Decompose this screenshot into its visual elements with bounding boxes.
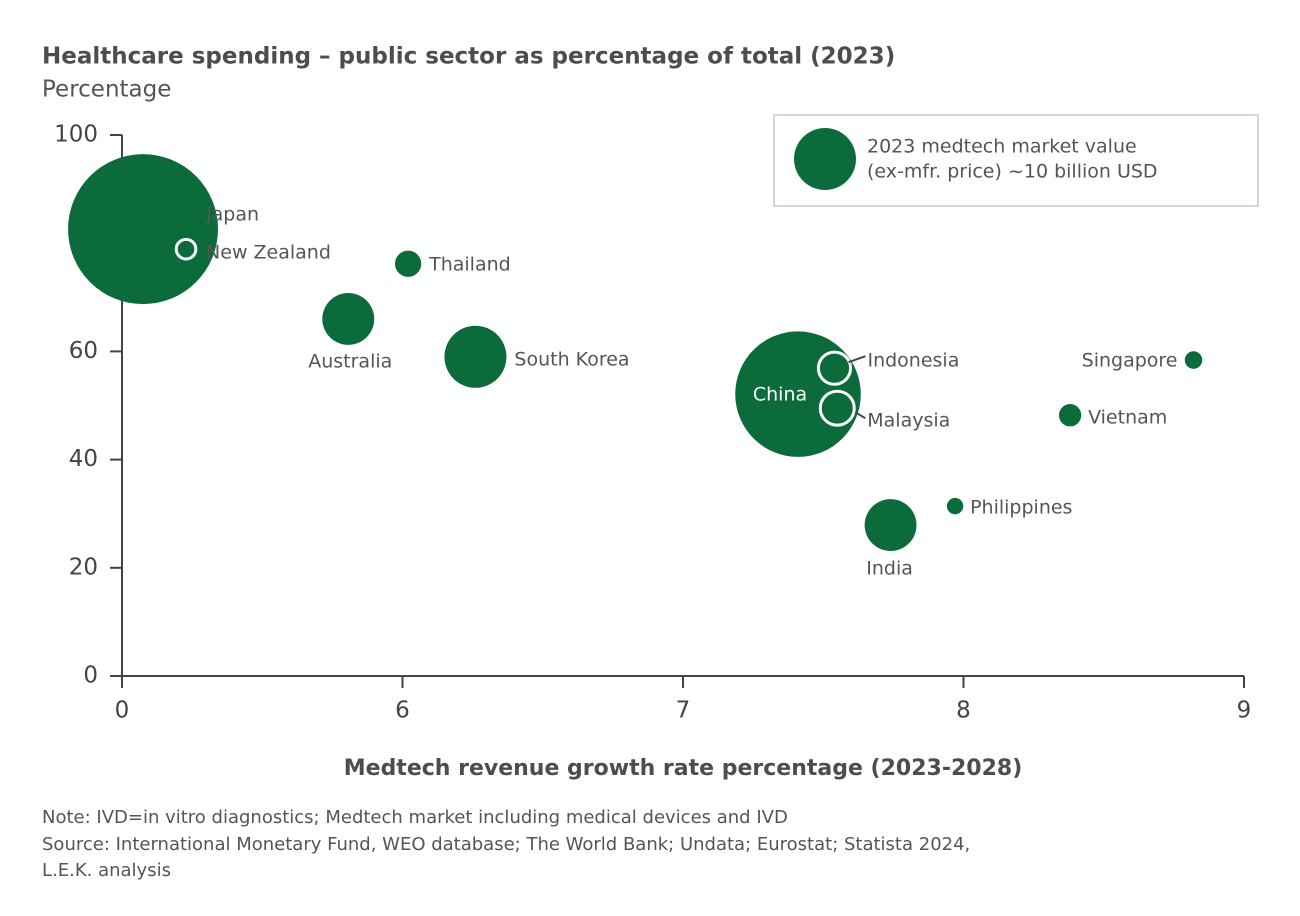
chart-subtitle: Percentage (42, 77, 171, 103)
bubble (816, 350, 853, 386)
y-tick-label: 100 (54, 122, 98, 148)
x-tick-label: 6 (395, 698, 410, 724)
y-tick-label: 40 (69, 446, 98, 472)
x-tick-label: 7 (676, 698, 691, 724)
bubble (946, 497, 964, 515)
point-label: Philippines (970, 497, 1072, 519)
point-label: Malaysia (867, 410, 950, 432)
bubble (444, 325, 507, 388)
leader-line (854, 411, 866, 420)
x-axis-label: Medtech revenue growth rate percentage (… (344, 756, 1023, 781)
point-label: Indonesia (867, 350, 959, 372)
point-label: Vietnam (1088, 407, 1167, 429)
legend-bubble (794, 128, 856, 190)
point-label: Singapore (1082, 350, 1178, 372)
bubble (68, 154, 219, 305)
bubble (1184, 351, 1203, 369)
bubble (394, 250, 422, 277)
y-tick-label: 60 (69, 338, 98, 364)
point-label: Australia (308, 350, 392, 372)
point-label: Thailand (428, 253, 511, 275)
bubble (818, 389, 856, 427)
y-tick-label: 0 (83, 663, 98, 689)
bubble (174, 237, 198, 261)
legend-text: (ex-mfr. price) ~10 billion USD (867, 161, 1158, 183)
x-tick-label: 0 (115, 698, 130, 724)
x-tick-label: 9 (1237, 698, 1252, 724)
point-label: New Zealand (206, 242, 331, 264)
point-label: China (753, 384, 807, 406)
point-label: India (866, 558, 913, 580)
point-label: South Korea (514, 348, 629, 370)
y-tick-label: 20 (69, 554, 98, 580)
source: L.E.K. analysis (42, 860, 171, 881)
bubble (322, 293, 375, 345)
note: Note: IVD=in vitro diagnostics; Medtech … (42, 807, 788, 828)
leader-line (848, 355, 866, 364)
legend-text: 2023 medtech market value (867, 136, 1137, 158)
source: Source: International Monetary Fund, WEO… (42, 834, 970, 855)
chart-title: Healthcare spending – public sector as p… (42, 44, 895, 70)
bubble (1058, 404, 1082, 427)
x-tick-label: 8 (956, 698, 971, 724)
bubble (864, 499, 917, 551)
point-label: Japan (205, 204, 259, 226)
